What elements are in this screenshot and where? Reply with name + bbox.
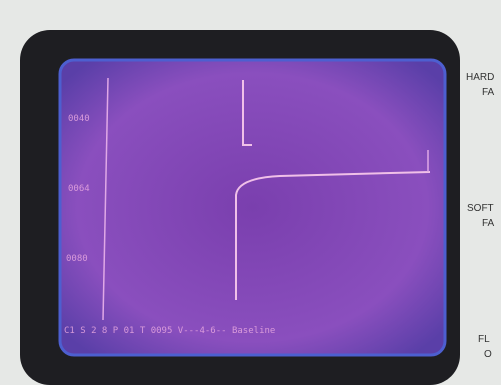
axis-label: 0040 bbox=[68, 114, 90, 124]
axis-label: 0080 bbox=[66, 254, 88, 264]
status-line: C1 S 2 8 P 01 T 0095 V---4-6-- Baseline bbox=[64, 326, 275, 336]
page: 0040 0064 0080 C1 S 2 8 P 01 T 0095 V---… bbox=[0, 0, 501, 385]
screen bbox=[60, 60, 445, 355]
side-label: O bbox=[484, 349, 492, 360]
photo: 0040 0064 0080 C1 S 2 8 P 01 T 0095 V---… bbox=[0, 0, 501, 385]
side-label: FA bbox=[482, 87, 495, 98]
axis-label: 0064 bbox=[68, 184, 90, 194]
side-label: FA bbox=[482, 218, 495, 229]
side-label: FL bbox=[478, 334, 490, 345]
side-label: HARD bbox=[466, 72, 494, 83]
side-label: SOFT bbox=[467, 203, 494, 214]
